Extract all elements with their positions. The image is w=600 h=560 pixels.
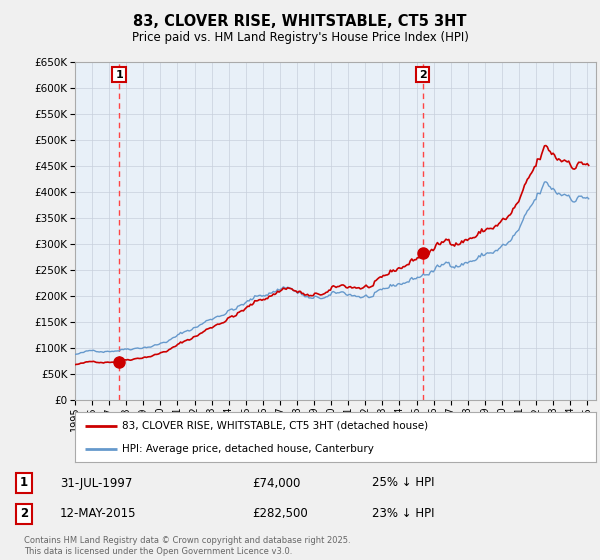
Text: 12-MAY-2015: 12-MAY-2015 — [60, 507, 137, 520]
Text: £282,500: £282,500 — [252, 507, 308, 520]
Text: Price paid vs. HM Land Registry's House Price Index (HPI): Price paid vs. HM Land Registry's House … — [131, 31, 469, 44]
Text: Contains HM Land Registry data © Crown copyright and database right 2025.
This d: Contains HM Land Registry data © Crown c… — [24, 536, 350, 556]
Text: 25% ↓ HPI: 25% ↓ HPI — [372, 477, 434, 489]
Text: £74,000: £74,000 — [252, 477, 301, 489]
Text: 1: 1 — [115, 69, 123, 80]
Text: 31-JUL-1997: 31-JUL-1997 — [60, 477, 133, 489]
Text: 23% ↓ HPI: 23% ↓ HPI — [372, 507, 434, 520]
Text: 2: 2 — [20, 507, 28, 520]
Text: 1: 1 — [20, 477, 28, 489]
Text: HPI: Average price, detached house, Canterbury: HPI: Average price, detached house, Cant… — [122, 445, 374, 454]
Text: 83, CLOVER RISE, WHITSTABLE, CT5 3HT (detached house): 83, CLOVER RISE, WHITSTABLE, CT5 3HT (de… — [122, 421, 428, 431]
Text: 2: 2 — [419, 69, 427, 80]
Text: 83, CLOVER RISE, WHITSTABLE, CT5 3HT: 83, CLOVER RISE, WHITSTABLE, CT5 3HT — [133, 14, 467, 29]
